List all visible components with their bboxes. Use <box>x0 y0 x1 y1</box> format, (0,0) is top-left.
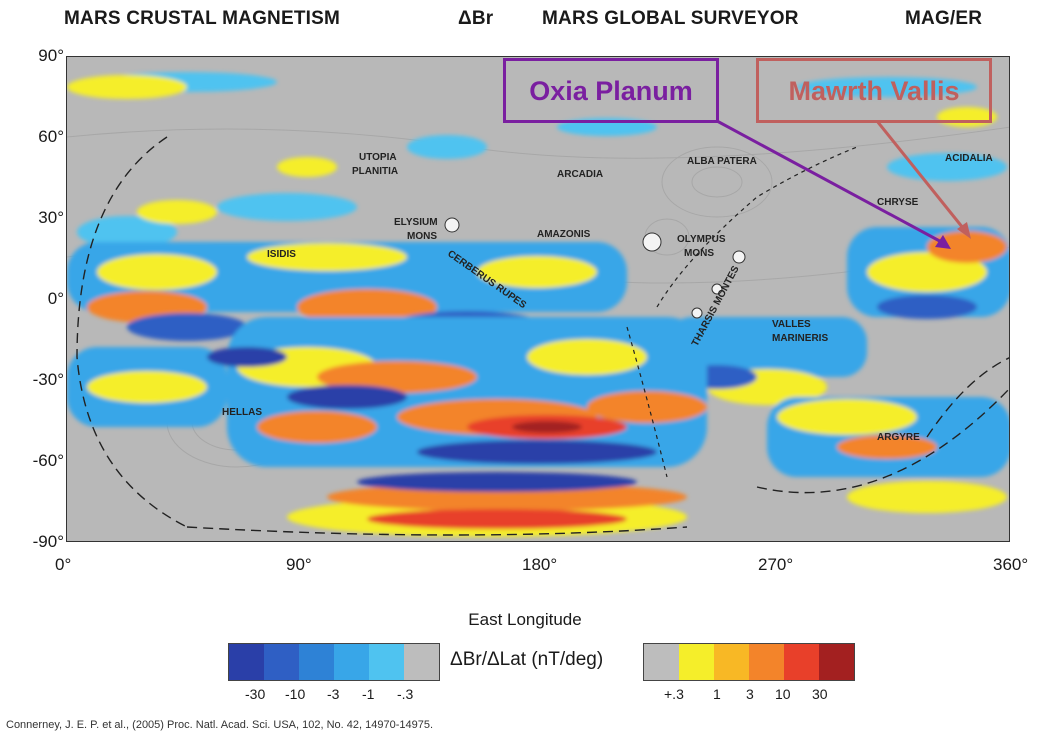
crustal-magnetism-map: UTOPIA PLANITIA ARCADIA ALBA PATERA ACID… <box>66 56 1010 542</box>
map-title: MARS CRUSTAL MAGNETISM <box>64 8 341 29</box>
cb-tick-pos-30: 30 <box>812 686 828 702</box>
x-tick-90: 90° <box>286 555 312 574</box>
y-tick-30: 30° <box>38 208 64 227</box>
delta-br-heading: ΔBr <box>458 8 494 29</box>
x-tick-360: 360° <box>993 555 1029 574</box>
label-olympus: OLYMPUS <box>677 234 726 245</box>
x-tick-0: 0° <box>55 555 72 574</box>
citation: Connerney, J. E. P. et al., (2005) Proc.… <box>6 719 434 731</box>
y-tick-90: 90° <box>38 46 64 65</box>
instrument-heading: MAG/ER <box>905 8 983 29</box>
cb-tick-neg-10: -10 <box>285 686 306 702</box>
colorbar-pos-swatch-2 <box>714 644 749 680</box>
label-acidalia: ACIDALIA <box>945 153 993 164</box>
cb-tick-neg-3: -3 <box>327 686 340 702</box>
label-olympus-mons: MONS <box>684 248 714 259</box>
label-argyre: ARGYRE <box>877 432 920 443</box>
cb-tick-neg-30: -30 <box>245 686 266 702</box>
cb-tick-pos-3: 3 <box>746 686 754 702</box>
tharsis-ridge <box>626 146 858 478</box>
colorbar-positive <box>643 643 855 681</box>
label-chryse: CHRYSE <box>877 197 919 208</box>
label-elysium-mons: MONS <box>407 231 437 242</box>
colorbar-negative <box>228 643 440 681</box>
mission-heading: MARS GLOBAL SURVEYOR <box>542 8 799 29</box>
mawrth-arrowhead <box>957 222 971 239</box>
colorbar-pos-swatch-3 <box>749 644 784 680</box>
y-tick-m30: -30° <box>32 370 64 389</box>
magnetic-anomaly-bands <box>67 72 1009 537</box>
colorbar-pos-swatch-4 <box>784 644 819 680</box>
y-tick-m60: -60° <box>32 451 64 470</box>
y-tick-60: 60° <box>38 127 64 146</box>
mawrth-arrow <box>875 120 969 234</box>
colorbar-neg-swatch-4 <box>369 644 404 680</box>
label-planitia: PLANITIA <box>352 166 398 177</box>
x-tick-180: 180° <box>522 555 558 574</box>
colorbar-pos-swatch-1 <box>679 644 714 680</box>
x-tick-270: 270° <box>758 555 794 574</box>
mawrth-vallis-callout: Mawrth Vallis <box>756 58 992 123</box>
label-elysium: ELYSIUM <box>394 217 438 228</box>
colorbar-label: ΔBr/ΔLat (nT/deg) <box>450 649 604 670</box>
colorbar-pos-swatch-0 <box>644 644 679 680</box>
oxia-arrow <box>716 119 948 247</box>
oxia-planum-callout: Oxia Planum <box>503 58 719 123</box>
y-tick-m90: -90° <box>32 532 64 551</box>
dichotomy-boundary <box>76 136 1009 536</box>
label-amazonis: AMAZONIS <box>537 229 591 240</box>
x-axis-label: East Longitude <box>468 610 582 629</box>
label-utopia: UTOPIA <box>359 152 397 163</box>
colorbar-neg-swatch-2 <box>299 644 334 680</box>
colorbar-neg-swatch-0 <box>229 644 264 680</box>
colorbar-pos-swatch-5 <box>819 644 854 680</box>
label-valles: VALLES <box>772 319 811 330</box>
label-marineris: MARINERIS <box>772 333 828 344</box>
y-tick-0: 0° <box>47 289 64 308</box>
label-alba-patera: ALBA PATERA <box>687 156 757 167</box>
cb-tick-pos-03: +.3 <box>664 686 684 702</box>
cb-tick-pos-10: 10 <box>775 686 791 702</box>
label-hellas: HELLAS <box>222 407 262 418</box>
cb-tick-neg-1: -1 <box>362 686 375 702</box>
cb-tick-pos-1: 1 <box>713 686 721 702</box>
map-canvas: UTOPIA PLANITIA ARCADIA ALBA PATERA ACID… <box>67 57 1009 541</box>
volcano-markers <box>444 217 746 319</box>
colorbar-neg-swatch-1 <box>264 644 299 680</box>
colorbar-neg-swatch-5 <box>404 644 439 680</box>
label-arcadia: ARCADIA <box>557 169 603 180</box>
cb-tick-neg-03: -.3 <box>397 686 414 702</box>
oxia-arrowhead <box>935 235 951 249</box>
label-isidis: ISIDIS <box>267 249 296 260</box>
colorbar-neg-swatch-3 <box>334 644 369 680</box>
